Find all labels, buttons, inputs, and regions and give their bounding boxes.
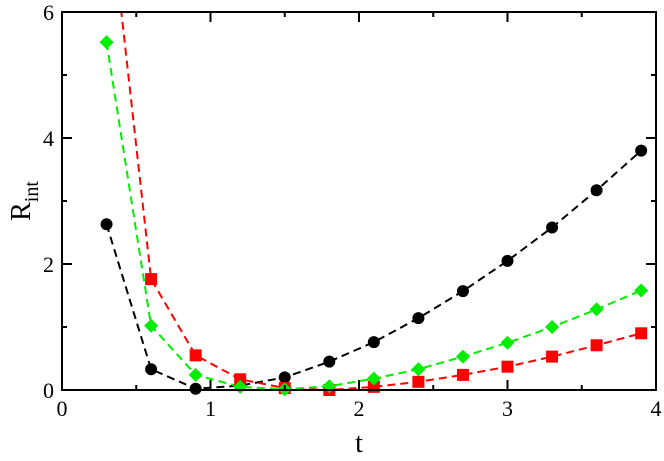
marker (189, 349, 202, 362)
lines-layer (105, 12, 642, 390)
x-tick-label: 2 (354, 396, 365, 421)
y-tick-label: 0 (43, 378, 54, 403)
marker (189, 382, 202, 395)
marker (500, 335, 515, 350)
y-axis-label: Rint (6, 181, 43, 221)
marker (634, 283, 649, 298)
marker (501, 254, 514, 267)
marker (501, 360, 514, 373)
marker (234, 373, 247, 386)
marker (589, 302, 604, 317)
plot-frame (61, 11, 657, 391)
y-tick-label: 2 (43, 252, 54, 277)
marker (456, 368, 469, 381)
marker (188, 367, 203, 382)
marker (366, 371, 381, 386)
series-line (105, 149, 642, 390)
marker (590, 184, 603, 197)
marker (546, 221, 559, 234)
y-tick-label: 4 (43, 126, 54, 151)
marker (99, 35, 114, 50)
marker (100, 218, 113, 231)
x-tick-label: 1 (205, 396, 216, 421)
marker (144, 318, 159, 333)
marker (367, 336, 380, 349)
marker (635, 327, 648, 340)
marker (545, 320, 560, 334)
marker (412, 375, 425, 388)
y-tick-label: 6 (43, 0, 54, 25)
marker (455, 349, 470, 364)
x-tick-label: 4 (651, 396, 662, 421)
marker (145, 363, 158, 376)
x-axis-label: t (355, 428, 363, 459)
marker (412, 312, 425, 325)
marker (546, 350, 559, 363)
marker (456, 285, 469, 298)
marker (635, 144, 648, 157)
y-axis-label-base: R (6, 202, 37, 221)
x-tick-label: 3 (502, 396, 513, 421)
series-line (120, 12, 642, 390)
marker (323, 355, 336, 368)
y-axis-label-sub: int (21, 181, 43, 203)
marker (411, 362, 426, 377)
x-tick-label: 0 (57, 396, 68, 421)
marker (278, 371, 291, 384)
markers-layer (99, 35, 649, 397)
marker (590, 339, 603, 352)
marker (145, 273, 158, 286)
